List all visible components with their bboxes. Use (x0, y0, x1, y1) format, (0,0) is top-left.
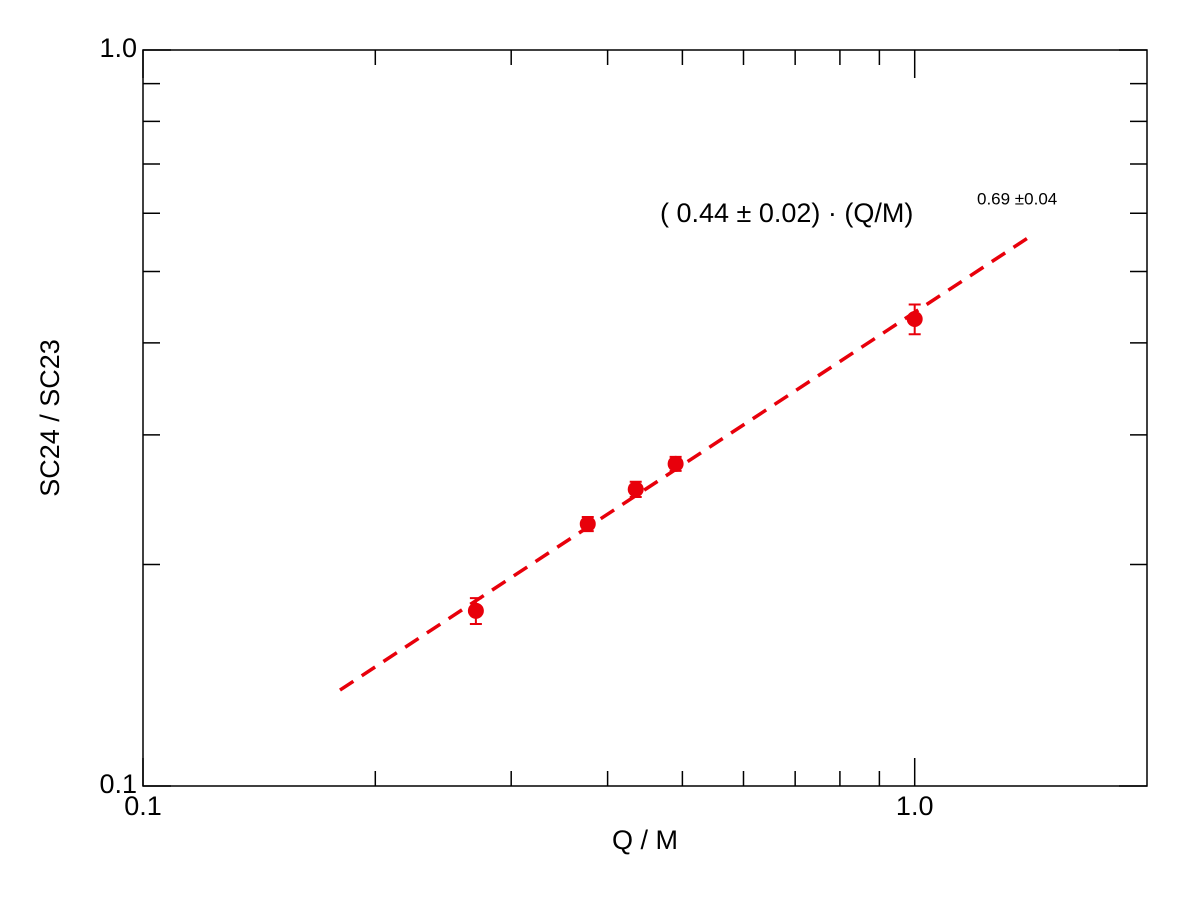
annotation-superscript: 0.69 ±0.04 (977, 189, 1057, 208)
data-point (467, 602, 484, 619)
y-axis-label: SC24 / SC23 (35, 339, 65, 497)
y-tick-label: 0.1 (99, 769, 137, 799)
data-point (906, 311, 923, 328)
x-axis-label: Q / M (612, 825, 678, 855)
data-point (667, 455, 684, 472)
data-point (579, 515, 596, 532)
x-tick-label: 0.1 (124, 791, 162, 821)
plot-frame (142, 49, 1148, 787)
data-point (627, 481, 644, 498)
fit-line (339, 236, 1029, 692)
x-tick-label: 1.0 (896, 791, 934, 821)
annotation: ( 0.44 ± 0.02) · (Q/M) (660, 198, 913, 228)
y-tick-label: 1.0 (99, 33, 137, 63)
